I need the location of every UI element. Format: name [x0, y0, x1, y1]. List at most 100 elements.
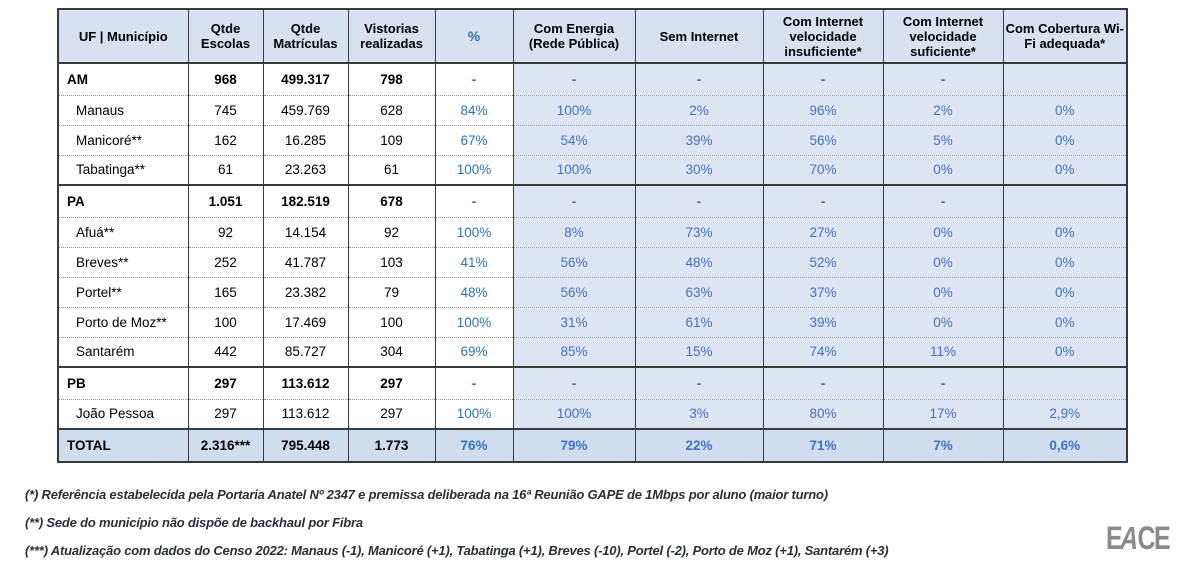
cell-breves-vistorias: 103	[347, 246, 436, 277]
cell-total-sem_internet: 22%	[634, 428, 764, 462]
cell-afua-matriculas: 14.154	[262, 216, 349, 247]
cell-santarem-energia: 85%	[512, 336, 636, 367]
cell-porto-de-moz-matriculas: 17.469	[262, 306, 349, 337]
cell-total-pct: 76%	[434, 428, 514, 462]
cell-santarem-wifi: 0%	[1002, 336, 1128, 367]
cell-manaus-matriculas: 459.769	[262, 94, 349, 125]
cell-pa-matriculas: 182.519	[262, 184, 349, 217]
cell-joao-pessoa-wifi: 2,9%	[1002, 398, 1128, 429]
table-header-row: UF | Município Qtde Escolas Qtde Matrícula…	[57, 9, 1128, 64]
cell-tabatinga-sem_internet: 30%	[634, 154, 764, 185]
cell-breves-escolas: 252	[187, 246, 264, 277]
footnotes: (*) Referência estabelecida pela Portari…	[25, 487, 1025, 566]
cell-manaus-escolas: 745	[187, 94, 264, 125]
column-header-insuficiente: Com Internet velocidade insuficiente*	[762, 9, 884, 64]
cell-porto-de-moz-name: Porto de Moz**	[57, 306, 189, 337]
cell-breves-pct: 41%	[434, 246, 514, 277]
cell-joao-pessoa-sem_internet: 3%	[634, 398, 764, 429]
cell-manaus-energia: 100%	[512, 94, 636, 125]
eace-logo-letter: E	[1154, 520, 1171, 556]
cell-manicore-matriculas: 16.285	[262, 124, 349, 155]
cell-pb-vistorias: 297	[347, 366, 436, 399]
table-row-pa: PA 1.051 182.519 678- - - - -	[57, 184, 1128, 217]
cell-am-pct: -	[434, 62, 514, 95]
cell-am-sem_internet: -	[634, 62, 764, 95]
cell-afua-sem_internet: 73%	[634, 216, 764, 247]
table-row-joao-pessoa: João Pessoa 297 113.612 297 100% 100% 3% 80% 17%…	[57, 398, 1128, 429]
cell-joao-pessoa-suficiente: 17%	[882, 398, 1004, 429]
cell-portel-insuficiente: 37%	[762, 276, 884, 307]
column-header-matriculas: Qtde Matrículas	[262, 9, 349, 64]
cell-portel-escolas: 165	[187, 276, 264, 307]
cell-pa-energia: -	[512, 184, 636, 217]
cell-pb-suficiente: -	[882, 366, 1004, 399]
cell-afua-suficiente: 0%	[882, 216, 1004, 247]
cell-pb-wifi	[1002, 366, 1128, 399]
cell-porto-de-moz-energia: 31%	[512, 306, 636, 337]
table-body: AM 968 499.317 798- - - - - Manaus 745 459.769 628 8…	[57, 62, 1128, 462]
cell-tabatinga-vistorias: 61	[347, 154, 436, 185]
cell-total-energia: 79%	[512, 428, 636, 462]
cell-pa-escolas: 1.051	[187, 184, 264, 217]
cell-joao-pessoa-pct: 100%	[434, 398, 514, 429]
eace-logo: EACE	[1106, 520, 1171, 556]
cell-porto-de-moz-suficiente: 0%	[882, 306, 1004, 337]
cell-breves-suficiente: 0%	[882, 246, 1004, 277]
cell-total-vistorias: 1.773	[347, 428, 436, 462]
cell-porto-de-moz-vistorias: 100	[347, 306, 436, 337]
cell-portel-name: Portel**	[57, 276, 189, 307]
cell-manicore-suficiente: 5%	[882, 124, 1004, 155]
cell-pb-escolas: 297	[187, 366, 264, 399]
cell-tabatinga-insuficiente: 70%	[762, 154, 884, 185]
cell-afua-vistorias: 92	[347, 216, 436, 247]
eace-logo-letter: C	[1137, 520, 1156, 556]
cell-portel-vistorias: 79	[347, 276, 436, 307]
cell-breves-energia: 56%	[512, 246, 636, 277]
cell-joao-pessoa-matriculas: 113.612	[262, 398, 349, 429]
cell-tabatinga-wifi: 0%	[1002, 154, 1128, 185]
table-row-breves: Breves** 252 41.787 103 41% 56% 48% 52% 0% 0%	[57, 246, 1128, 277]
column-header-wifi: Com Cobertura Wi-Fi adequada*	[1002, 9, 1128, 64]
cell-joao-pessoa-energia: 100%	[512, 398, 636, 429]
footnote-censo-2022: (***) Atualização com dados do Censo 202…	[25, 543, 889, 558]
column-header-pct: %	[434, 9, 514, 64]
cell-total-suficiente: 7%	[882, 428, 1004, 462]
cell-am-wifi	[1002, 62, 1128, 95]
footnote-reference-anatel: (*) Referência estabelecida pela Portari…	[25, 487, 828, 502]
cell-tabatinga-matriculas: 23.263	[262, 154, 349, 185]
cell-afua-insuficiente: 27%	[762, 216, 884, 247]
cell-pa-insuficiente: -	[762, 184, 884, 217]
cell-manaus-name: Manaus	[57, 94, 189, 125]
cell-am-energia: -	[512, 62, 636, 95]
cell-pa-suficiente: -	[882, 184, 1004, 217]
cell-porto-de-moz-sem_internet: 61%	[634, 306, 764, 337]
cell-manicore-escolas: 162	[187, 124, 264, 155]
column-header-escolas: Qtde Escolas	[187, 9, 264, 64]
cell-pb-pct: -	[434, 366, 514, 399]
table-row-pb: PB 297 113.612 297- - - - -	[57, 366, 1128, 399]
cell-porto-de-moz-insuficiente: 39%	[762, 306, 884, 337]
cell-breves-matriculas: 41.787	[262, 246, 349, 277]
column-header-energia: Com Energia (Rede Pública)	[512, 9, 636, 64]
cell-manicore-wifi: 0%	[1002, 124, 1128, 155]
cell-manaus-insuficiente: 96%	[762, 94, 884, 125]
table-row-manaus: Manaus 745 459.769 628 84% 100% 2% 96% 2% 0%	[57, 94, 1128, 125]
cell-joao-pessoa-insuficiente: 80%	[762, 398, 884, 429]
cell-breves-sem_internet: 48%	[634, 246, 764, 277]
cell-pb-matriculas: 113.612	[262, 366, 349, 399]
cell-manaus-vistorias: 628	[347, 94, 436, 125]
cell-manicore-insuficiente: 56%	[762, 124, 884, 155]
cell-tabatinga-pct: 100%	[434, 154, 514, 185]
cell-pb-name: PB	[57, 366, 189, 399]
cell-am-matriculas: 499.317	[262, 62, 349, 95]
cell-manicore-name: Manicoré**	[57, 124, 189, 155]
footnote-backhaul-fibra: (**) Sede do município não dispõe de bac…	[25, 515, 363, 530]
cell-breves-insuficiente: 52%	[762, 246, 884, 277]
cell-santarem-insuficiente: 74%	[762, 336, 884, 367]
cell-afua-wifi: 0%	[1002, 216, 1128, 247]
cell-santarem-matriculas: 85.727	[262, 336, 349, 367]
cell-manaus-suficiente: 2%	[882, 94, 1004, 125]
cell-joao-pessoa-vistorias: 297	[347, 398, 436, 429]
cell-afua-escolas: 92	[187, 216, 264, 247]
cell-breves-wifi: 0%	[1002, 246, 1128, 277]
